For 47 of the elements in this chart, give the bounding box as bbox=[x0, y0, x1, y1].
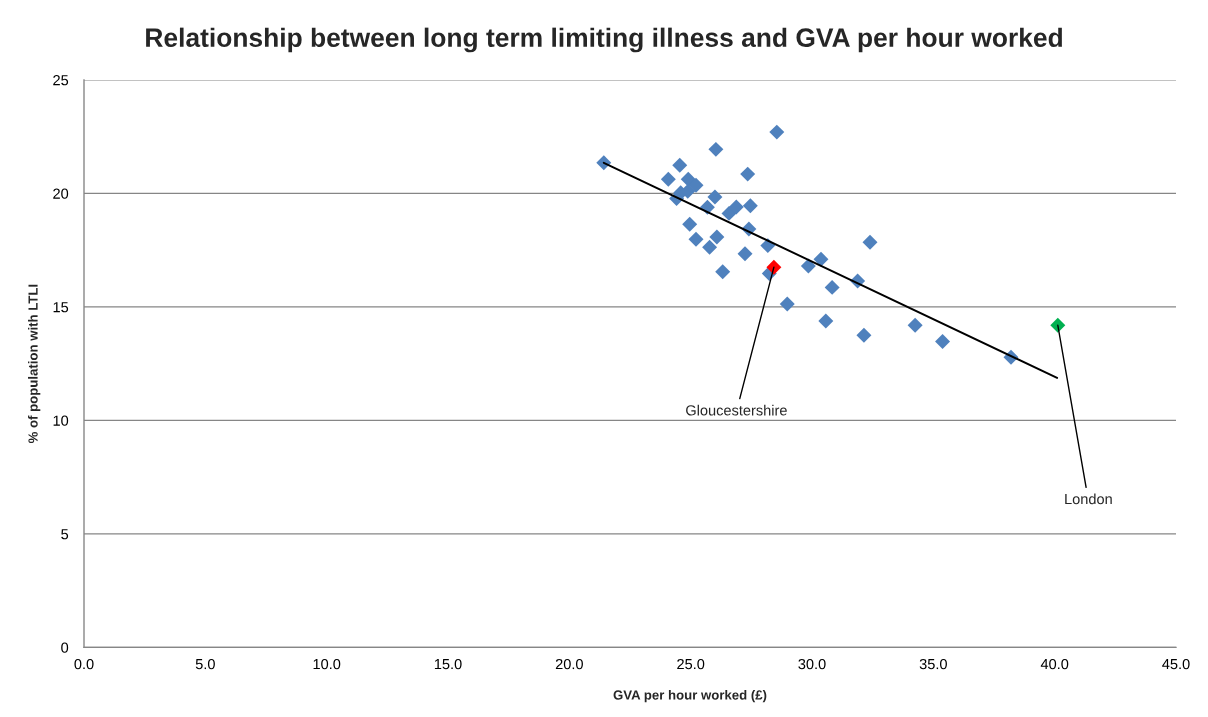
point bbox=[682, 216, 698, 232]
x-axis-title: GVA per hour worked (£) bbox=[613, 689, 767, 703]
point bbox=[935, 333, 951, 349]
point bbox=[862, 234, 878, 250]
x-tick-label: 30.0 bbox=[798, 658, 826, 670]
x-tick-label: 15.0 bbox=[434, 658, 462, 670]
point bbox=[742, 198, 758, 214]
x-tick-label: 35.0 bbox=[919, 658, 947, 670]
point bbox=[660, 171, 676, 187]
point bbox=[672, 157, 688, 173]
point bbox=[779, 296, 795, 312]
y-tick-label: 25 bbox=[53, 75, 69, 86]
point bbox=[709, 229, 725, 245]
x-tick-label: 25.0 bbox=[677, 658, 705, 670]
point bbox=[707, 189, 723, 205]
point bbox=[728, 199, 744, 215]
point bbox=[856, 327, 872, 343]
point bbox=[737, 246, 753, 262]
point bbox=[688, 177, 704, 193]
point bbox=[769, 124, 785, 140]
annotation: London bbox=[1065, 493, 1112, 505]
point bbox=[1050, 317, 1066, 333]
x-tick-label: 10.0 bbox=[313, 658, 341, 670]
x-tick-label: 20.0 bbox=[555, 658, 583, 670]
chart-title: Relationship between long term limiting illness and GVA per hour worked bbox=[146, 27, 1062, 53]
y-tick-label: 15 bbox=[53, 302, 69, 313]
point bbox=[907, 317, 923, 333]
point bbox=[688, 231, 704, 247]
point bbox=[766, 259, 782, 275]
y-tick-label: 5 bbox=[61, 529, 69, 540]
point bbox=[715, 264, 731, 280]
y-tick-label: 10 bbox=[53, 415, 69, 426]
x-tick-label: 45.0 bbox=[1162, 658, 1190, 670]
y-tick-label: 0 bbox=[61, 642, 69, 653]
point bbox=[708, 141, 724, 157]
x-tick-label: 5.0 bbox=[195, 658, 215, 670]
point bbox=[818, 313, 834, 329]
annotation: Gloucestershire bbox=[686, 404, 787, 416]
point bbox=[702, 239, 718, 255]
point bbox=[800, 258, 816, 274]
point bbox=[740, 166, 756, 182]
y-axis-title: % of population with LTLI bbox=[28, 284, 41, 444]
point bbox=[813, 251, 829, 267]
y-tick-label: 20 bbox=[53, 188, 69, 199]
x-tick-label: 0.0 bbox=[74, 658, 94, 670]
x-tick-label: 40.0 bbox=[1040, 658, 1069, 670]
point bbox=[824, 279, 840, 295]
